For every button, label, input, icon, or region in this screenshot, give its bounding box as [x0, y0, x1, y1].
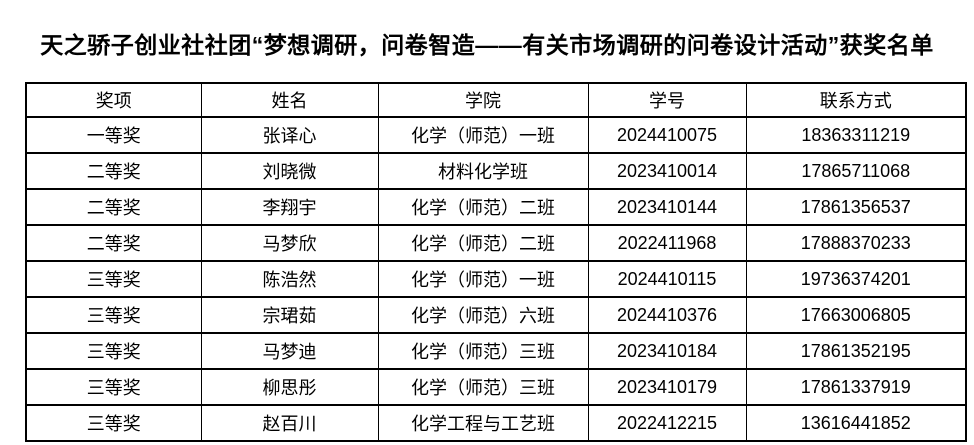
table-cell: 2022412215 [587, 404, 747, 442]
table-cell: 材料化学班 [377, 152, 589, 190]
table-cell: 化学（师范）三班 [377, 332, 589, 370]
table-cell: 三等奖 [25, 260, 202, 298]
table-cell: 2023410144 [587, 188, 747, 226]
table-row: 二等奖 刘晓微 材料化学班 2023410014 17865711068 [25, 152, 967, 190]
table-cell: 2023410184 [587, 332, 747, 370]
table-cell: 化学（师范）二班 [377, 224, 589, 262]
table-cell: 李翔宇 [200, 188, 379, 226]
page-title: 天之骄子创业社社团“梦想调研，问卷智造——有关市场调研的问卷设计活动”获奖名单 [40, 32, 934, 58]
table-cell: 2024410075 [587, 116, 747, 154]
table-cell: 二等奖 [25, 224, 202, 262]
table-row: 二等奖 马梦欣 化学（师范）二班 2022411968 17888370233 [25, 224, 967, 262]
table-header-row: 奖项 姓名 学院 学号 联系方式 [25, 82, 967, 118]
table-cell: 17888370233 [745, 224, 967, 262]
column-header: 奖项 [25, 82, 202, 118]
table-cell: 陈浩然 [200, 260, 379, 298]
table-cell: 2024410115 [587, 260, 747, 298]
table-row: 三等奖 马梦迪 化学（师范）三班 2023410184 17861352195 [25, 332, 967, 370]
table-cell: 二等奖 [25, 188, 202, 226]
table-cell: 三等奖 [25, 296, 202, 334]
column-header: 学号 [587, 82, 747, 118]
column-header: 学院 [377, 82, 589, 118]
table-cell: 化学（师范）六班 [377, 296, 589, 334]
table-cell: 化学（师范）一班 [377, 116, 589, 154]
table-cell: 化学（师范）一班 [377, 260, 589, 298]
table-cell: 马梦迪 [200, 332, 379, 370]
table-cell: 18363311219 [745, 116, 967, 154]
table-cell: 三等奖 [25, 404, 202, 442]
table-cell: 17861337919 [745, 368, 967, 406]
table-cell: 2023410179 [587, 368, 747, 406]
column-header: 联系方式 [745, 82, 967, 118]
table-row: 二等奖 李翔宇 化学（师范）二班 2023410144 17861356537 [25, 188, 967, 226]
awards-table: 奖项 姓名 学院 学号 联系方式 一等奖 张译心 化学（师范）一班 2024410075 183… [25, 82, 967, 442]
table-row: 一等奖 张译心 化学（师范）一班 2024410075 18363311219 [25, 116, 967, 154]
table-cell: 2023410014 [587, 152, 747, 190]
table-row: 三等奖 柳思彤 化学（师范）三班 2023410179 17861337919 [25, 368, 967, 406]
table-row: 三等奖 宗珺茹 化学（师范）六班 2024410376 17663006805 [25, 296, 967, 334]
table-cell: 一等奖 [25, 116, 202, 154]
table-row: 三等奖 陈浩然 化学（师范）一班 2024410115 19736374201 [25, 260, 967, 298]
table-cell: 2022411968 [587, 224, 747, 262]
table-cell: 17663006805 [745, 296, 967, 334]
table-cell: 化学工程与工艺班 [377, 404, 589, 442]
table-cell: 张译心 [200, 116, 379, 154]
table-cell: 三等奖 [25, 332, 202, 370]
table-cell: 13616441852 [745, 404, 967, 442]
table-cell: 三等奖 [25, 368, 202, 406]
table-cell: 柳思彤 [200, 368, 379, 406]
table-cell: 17861356537 [745, 188, 967, 226]
table-row: 三等奖 赵百川 化学工程与工艺班 2022412215 13616441852 [25, 404, 967, 442]
table-cell: 马梦欣 [200, 224, 379, 262]
table-cell: 宗珺茹 [200, 296, 379, 334]
table-cell: 17861352195 [745, 332, 967, 370]
table-cell: 2024410376 [587, 296, 747, 334]
table-cell: 17865711068 [745, 152, 967, 190]
table-cell: 二等奖 [25, 152, 202, 190]
table-cell: 赵百川 [200, 404, 379, 442]
table-cell: 刘晓微 [200, 152, 379, 190]
table-cell: 化学（师范）三班 [377, 368, 589, 406]
table-cell: 化学（师范）二班 [377, 188, 589, 226]
table-cell: 19736374201 [745, 260, 967, 298]
column-header: 姓名 [200, 82, 379, 118]
